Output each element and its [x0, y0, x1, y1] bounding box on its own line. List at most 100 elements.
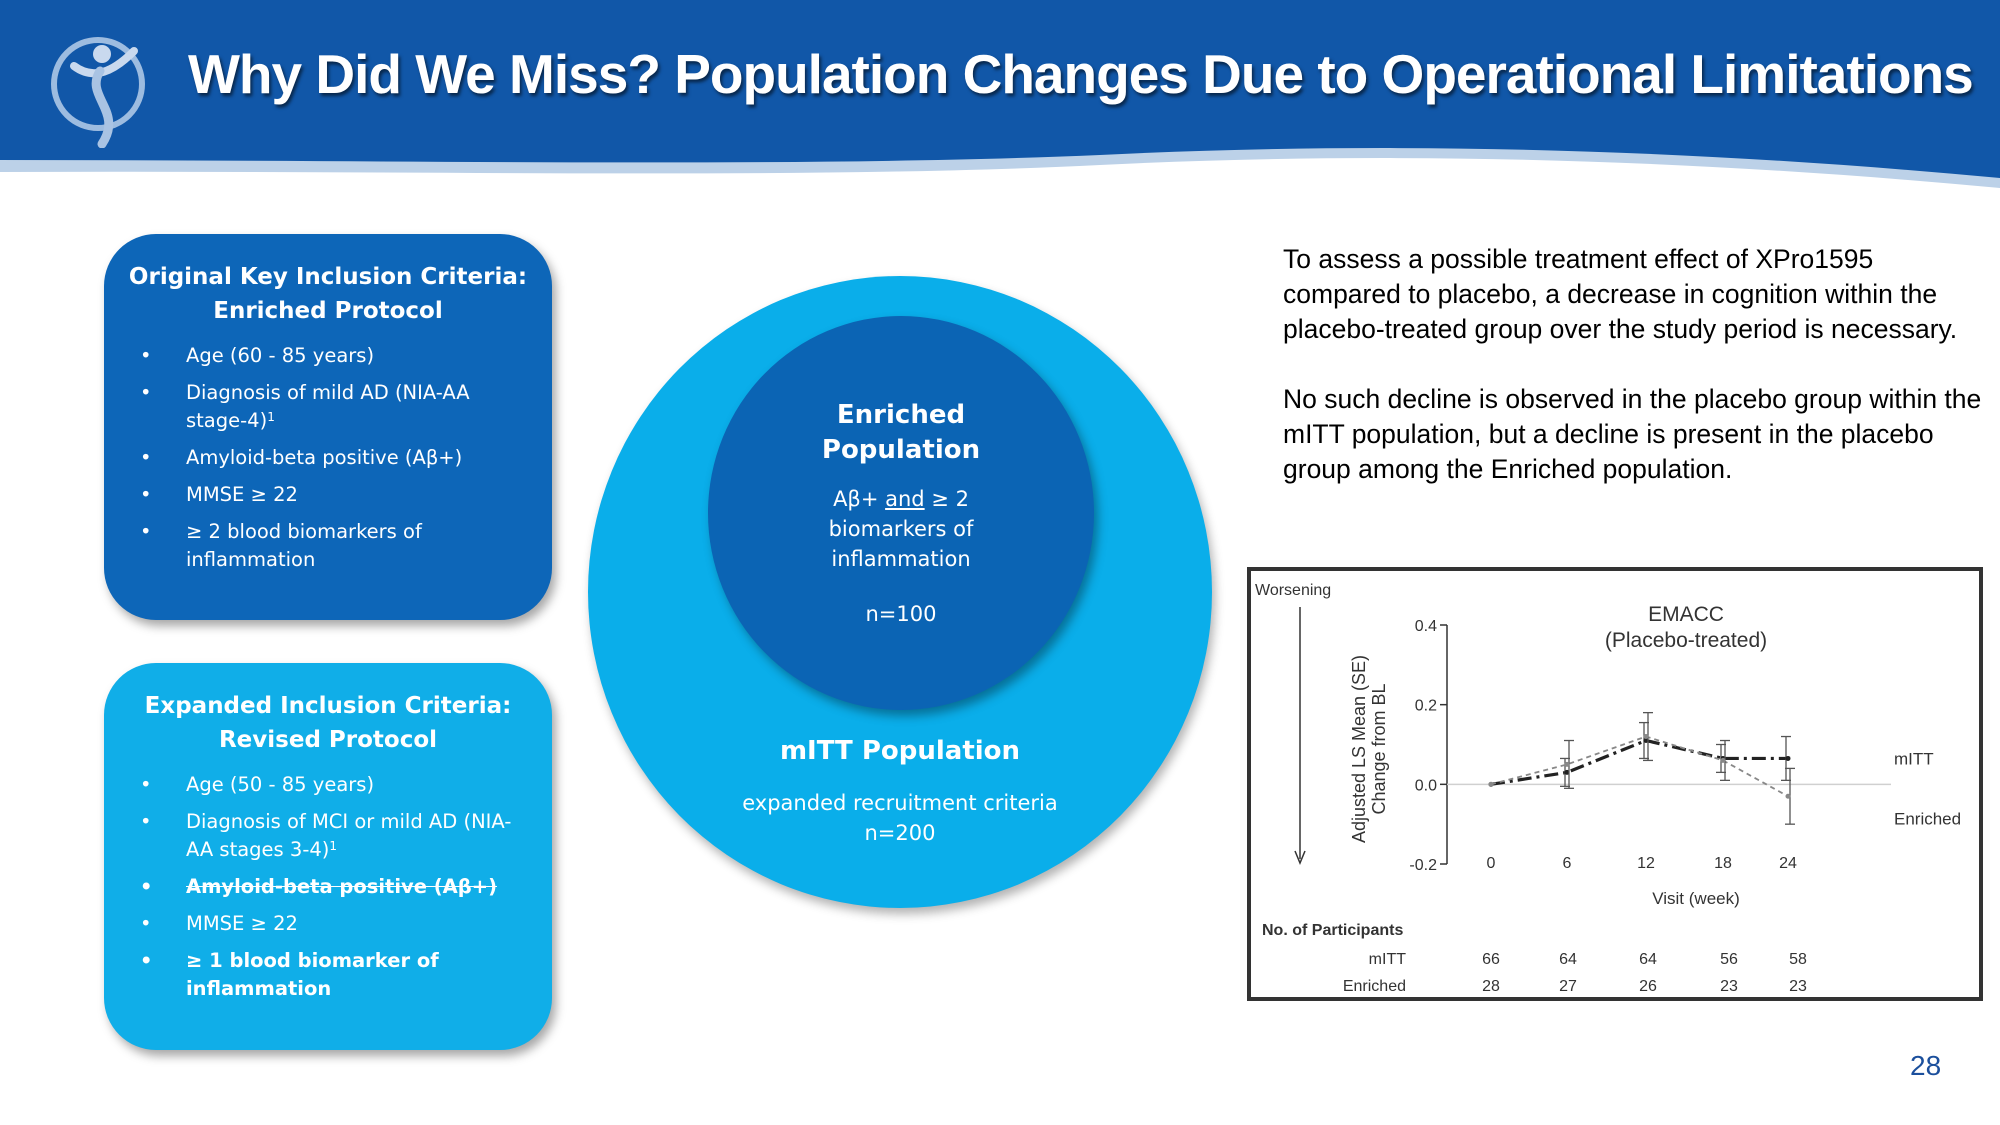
item-text: MMSE ≥ 22 [186, 912, 298, 935]
emacc-chart: Worsening EMACC (Placebo-treated) Adjust… [1247, 567, 1983, 1001]
explanation-text: To assess a possible treatment effect of… [1283, 242, 1995, 522]
legend-label-enriched: Enriched [1894, 809, 1961, 828]
mitt-n: n=200 [864, 821, 936, 845]
list-item: • Age (60 - 85 years) [104, 342, 552, 370]
x-tick-label: 18 [1714, 855, 1732, 872]
item-text: Amyloid-beta positive (Aβ+) [186, 446, 463, 469]
bullet-icon: • [140, 344, 152, 367]
original-criteria-title: Original Key Inclusion Criteria: Enriche… [104, 260, 552, 328]
enriched-population-title: Enriched Population [760, 398, 1042, 468]
footnote-ref: 1 [329, 839, 338, 853]
y-axis-label-2: Change from BL [1369, 683, 1389, 814]
participant-count: 28 [1482, 978, 1500, 995]
legend-label-mitt: mITT [1894, 749, 1934, 768]
desc-line3: inflammation [831, 547, 971, 571]
bullet-icon: • [140, 949, 153, 972]
participant-count: 64 [1559, 951, 1577, 968]
y-tick-label: 0.4 [1415, 618, 1437, 635]
data-point [1785, 793, 1791, 799]
bullet-icon: • [140, 381, 152, 404]
list-item-struck: • Amyloid-beta positive (Aβ+) [104, 873, 552, 901]
original-title-line1: Original Key Inclusion Criteria: [128, 264, 528, 290]
item-text: Amyloid-beta positive (Aβ+) [186, 875, 497, 898]
header-wave [0, 0, 2000, 188]
item-text: ≥ 1 blood biomarker of inflammation [186, 949, 439, 1000]
series-line-enriched [1490, 735, 1789, 798]
participant-count: 23 [1789, 978, 1807, 995]
enriched-title-line1: Enriched [836, 400, 966, 430]
bullet-icon: • [140, 446, 152, 469]
item-text: Diagnosis of mild AD (NIA-AA stage-4) [186, 381, 470, 432]
list-item: • Amyloid-beta positive (Aβ+) [104, 444, 552, 472]
expanded-criteria-title: Expanded Inclusion Criteria: Revised Pro… [104, 689, 552, 757]
mitt-desc-line1: expanded recruitment criteria [742, 791, 1058, 815]
bullet-icon: • [140, 810, 152, 833]
explanation-paragraph-1: To assess a possible treatment effect of… [1283, 244, 1958, 344]
enriched-population-circle [708, 316, 1094, 710]
bullet-icon: • [140, 773, 152, 796]
bullet-icon: • [140, 483, 152, 506]
enriched-n: n=100 [865, 602, 937, 626]
expanded-title-line2: Revised Protocol [218, 727, 438, 753]
bullet-icon: • [140, 520, 152, 543]
participant-count: 64 [1639, 951, 1657, 968]
list-item: • ≥ 1 blood biomarker of inflammation [104, 947, 552, 1003]
bullet-icon: • [140, 912, 152, 935]
original-title-line2: Enriched Protocol [213, 298, 443, 324]
participant-count: 58 [1789, 951, 1807, 968]
expanded-title-line1: Expanded Inclusion Criteria: [144, 693, 512, 719]
mitt-population-title: mITT Population [779, 736, 1021, 766]
desc-line2: biomarkers of [828, 517, 974, 541]
participant-count: 23 [1720, 978, 1738, 995]
data-point [1643, 738, 1649, 744]
page-number: 28 [1910, 1050, 1942, 1081]
x-tick-label: 24 [1779, 855, 1797, 872]
participants-header: No. of Participants [1262, 922, 1403, 939]
bullet-icon: • [140, 875, 153, 898]
participant-count: 56 [1720, 951, 1738, 968]
header-banner: Why Did We Miss? Population Changes Due … [0, 0, 2000, 200]
list-item: • Diagnosis of MCI or mild AD (NIA-AA sta… [104, 808, 552, 864]
participant-count: 66 [1482, 951, 1500, 968]
page-title: Why Did We Miss? Population Changes Due … [188, 43, 1974, 105]
data-point [1564, 761, 1570, 767]
footnote-ref: 1 [267, 410, 275, 424]
enriched-title-line2: Population [821, 435, 981, 465]
original-criteria-box: Original Key Inclusion Criteria: Enriche… [104, 234, 552, 620]
participants-row-label-mitt: mITT [1369, 951, 1407, 968]
chart-title-line1: EMACC [1648, 603, 1724, 626]
item-text: Age (50 - 85 years) [186, 773, 375, 796]
series-line-mitt [1490, 738, 1788, 786]
list-item: • MMSE ≥ 22 [104, 481, 552, 509]
item-text: Age (60 - 85 years) [186, 344, 375, 367]
data-point [1720, 757, 1726, 763]
desc-post: ≥ 2 [924, 487, 969, 511]
x-tick-label: 0 [1487, 855, 1496, 872]
item-text: Diagnosis of MCI or mild AD (NIA-AA stag… [186, 810, 512, 861]
y-axis-label-1: Adjusted LS Mean (SE) [1349, 655, 1369, 843]
data-point [1564, 769, 1570, 775]
desc-and: and [885, 487, 925, 511]
original-criteria-list: • Age (60 - 85 years) • Diagnosis of mild … [104, 342, 552, 574]
participants-row-label-enriched: Enriched [1343, 978, 1406, 995]
list-item: • Age (50 - 85 years) [104, 771, 552, 799]
x-axis-label: Visit (week) [1652, 889, 1740, 908]
expanded-criteria-list: • Age (50 - 85 years) • Diagnosis of MCI o… [104, 771, 552, 1003]
participant-count: 26 [1639, 978, 1657, 995]
explanation-paragraph-2: No such decline is observed in the place… [1283, 384, 1982, 484]
list-item: • ≥ 2 blood biomarkers of inflammation [104, 518, 552, 574]
enriched-population-desc: Aβ+ and ≥ 2 biomarkers of inflammation [760, 484, 1042, 574]
x-tick-label: 6 [1563, 855, 1572, 872]
data-point [1488, 781, 1494, 787]
data-point [1643, 734, 1649, 740]
y-tick-label: -0.2 [1409, 857, 1437, 874]
worsening-label: Worsening [1255, 582, 1331, 599]
y-tick-label: 0.0 [1415, 777, 1437, 794]
list-item: • Diagnosis of mild AD (NIA-AA stage-4)1 [104, 379, 552, 435]
y-tick-label: 0.2 [1415, 698, 1437, 715]
item-text: ≥ 2 blood biomarkers of inflammation [186, 520, 422, 571]
participant-count: 27 [1559, 978, 1577, 995]
item-text: MMSE ≥ 22 [186, 483, 298, 506]
chart-title-line2: (Placebo-treated) [1605, 629, 1767, 652]
worsening-arrowhead [1294, 850, 1306, 865]
